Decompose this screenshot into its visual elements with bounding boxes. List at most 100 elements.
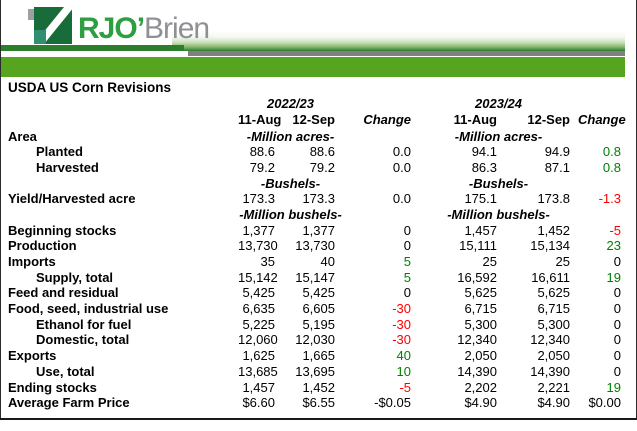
row-label: Exports: [8, 348, 57, 364]
value-cell: 15,134: [530, 238, 570, 254]
spacer: [343, 96, 419, 112]
value-cell: 12,030: [295, 332, 335, 348]
value-cell: 13,685: [238, 363, 278, 379]
value-cell: 173.8: [537, 191, 570, 207]
rjobrien-logo-text: RJO’Brien: [78, 11, 210, 47]
value-cell: 1,377: [302, 222, 335, 238]
change-value: 0.0: [392, 191, 411, 207]
value-cell: 12,340: [530, 332, 570, 348]
row-label: [8, 176, 238, 192]
value-cell: 12,060: [238, 332, 278, 348]
change-value: 0: [613, 348, 621, 364]
row-label: Ethanol for fuel: [36, 316, 132, 332]
value-cell: $6.55: [302, 395, 335, 411]
change-value: 40: [396, 348, 411, 364]
banner-gradient: [172, 31, 625, 51]
gray-divider: [188, 51, 625, 56]
change-value: 0: [403, 222, 411, 238]
rjobrien-logo-icon: [28, 7, 74, 44]
value-cell: 13,730: [295, 238, 335, 254]
col-header-change-left: Change: [363, 112, 411, 127]
year-header-row: 2022/23 2023/24: [8, 96, 629, 112]
table-body: Area -Million acres- -Million acres- Plante…: [8, 129, 629, 411]
value-cell: 13,730: [238, 238, 278, 254]
table-row: Production 13,730 13,730 0 15,111 15,134 23: [8, 238, 629, 254]
value-cell: 1,665: [302, 348, 335, 364]
column-header-row: 11-Aug 12-Sep Change 11-Aug 12-Sep Chang…: [8, 112, 629, 129]
row-label: Harvested: [36, 159, 99, 175]
change-value: -5: [609, 222, 621, 238]
table-row: Feed and residual 5,425 5,425 0 5,625 5,625 0: [8, 285, 629, 301]
value-cell: 5,225: [242, 316, 275, 332]
value-cell: 86.3: [471, 159, 497, 175]
table-row: Harvested 79.2 79.2 0.0 86.3 87.1 0.8: [8, 160, 629, 176]
value-cell: 25: [555, 254, 570, 269]
value-cell: 5,300: [464, 316, 497, 332]
value-cell: 16,611: [531, 269, 570, 285]
change-value: 0.8: [602, 159, 621, 175]
change-value: 10: [396, 363, 411, 379]
value-cell: 1,457: [242, 379, 275, 395]
change-value: 0: [613, 316, 621, 332]
change-value: -30: [392, 332, 411, 348]
col-header-12sep-left: 12-Sep: [292, 112, 335, 127]
rjobrien-logo: RJO’Brien: [28, 5, 210, 47]
value-cell: 2,050: [464, 348, 497, 364]
value-cell: $6.60: [242, 395, 275, 411]
value-cell: 1,452: [302, 379, 335, 395]
value-cell: 5,195: [302, 316, 335, 332]
unit-label-left: -Bushels-: [260, 175, 321, 191]
value-cell: 5,625: [464, 285, 497, 301]
value-cell: 1,377: [242, 222, 275, 238]
unit-row: -Bushels- -Bushels-: [8, 176, 629, 192]
bottom-border-line: [0, 418, 637, 420]
spacer: [578, 96, 629, 112]
row-label: Production: [8, 238, 77, 254]
change-value: -30: [392, 301, 411, 317]
value-cell: 2,050: [537, 348, 570, 364]
row-label: Supply, total: [36, 269, 114, 285]
change-value: 19: [606, 379, 621, 395]
table-row: Supply, total 15,142 15,147 5 16,592 16,611 19: [8, 270, 629, 286]
row-label: Planted: [36, 144, 83, 160]
change-value: 0.0: [392, 159, 411, 175]
value-cell: 173.3: [302, 191, 335, 207]
value-cell: 16,592: [457, 269, 497, 285]
table-row: Ethanol for fuel 5,225 5,195 -30 5,300 5,300 0: [8, 317, 629, 333]
value-cell: 6,715: [537, 301, 570, 317]
change-value: 0: [613, 301, 621, 317]
brand-header: RJO’Brien: [0, 0, 637, 78]
value-cell: 87.1: [544, 159, 570, 175]
value-cell: 14,390: [457, 363, 497, 379]
col-header-12sep-right: 12-Sep: [527, 112, 570, 127]
value-cell: 2,221: [537, 379, 570, 395]
value-cell: 13,695: [295, 363, 335, 379]
change-value: 0: [613, 285, 621, 301]
value-cell: 88.6: [309, 144, 335, 160]
row-label: Average Farm Price: [8, 395, 130, 411]
change-value: 23: [606, 238, 621, 254]
value-cell: 1,625: [242, 348, 275, 364]
change-value: 5: [403, 254, 411, 269]
unit-label-right: -Million acres-: [454, 128, 543, 144]
unit-row: Area -Million acres- -Million acres-: [8, 129, 629, 145]
logo-text-rjo: RJO: [78, 12, 138, 45]
value-cell: $4.90: [537, 395, 570, 411]
value-cell: 94.1: [471, 144, 497, 160]
change-value: 0: [613, 254, 621, 269]
logo-underline: [0, 45, 184, 51]
table-row: Use, total 13,685 13,695 10 14,390 14,390 0: [8, 364, 629, 380]
change-value: 0: [403, 285, 411, 301]
value-cell: 12,340: [457, 332, 497, 348]
change-value: 0.8: [602, 144, 621, 160]
row-label: Ending stocks: [8, 379, 97, 395]
year-2023-24: 2023/24: [475, 96, 522, 111]
table-row: Imports 35 40 5 25 25 0: [8, 254, 629, 270]
value-cell: 2,202: [464, 379, 497, 395]
spacer: [8, 112, 238, 129]
value-cell: $4.90: [464, 395, 497, 411]
change-value: -$0.05: [374, 395, 411, 411]
change-value: -5: [399, 379, 411, 395]
value-cell: 5,425: [242, 285, 275, 301]
spacer: [8, 96, 238, 112]
